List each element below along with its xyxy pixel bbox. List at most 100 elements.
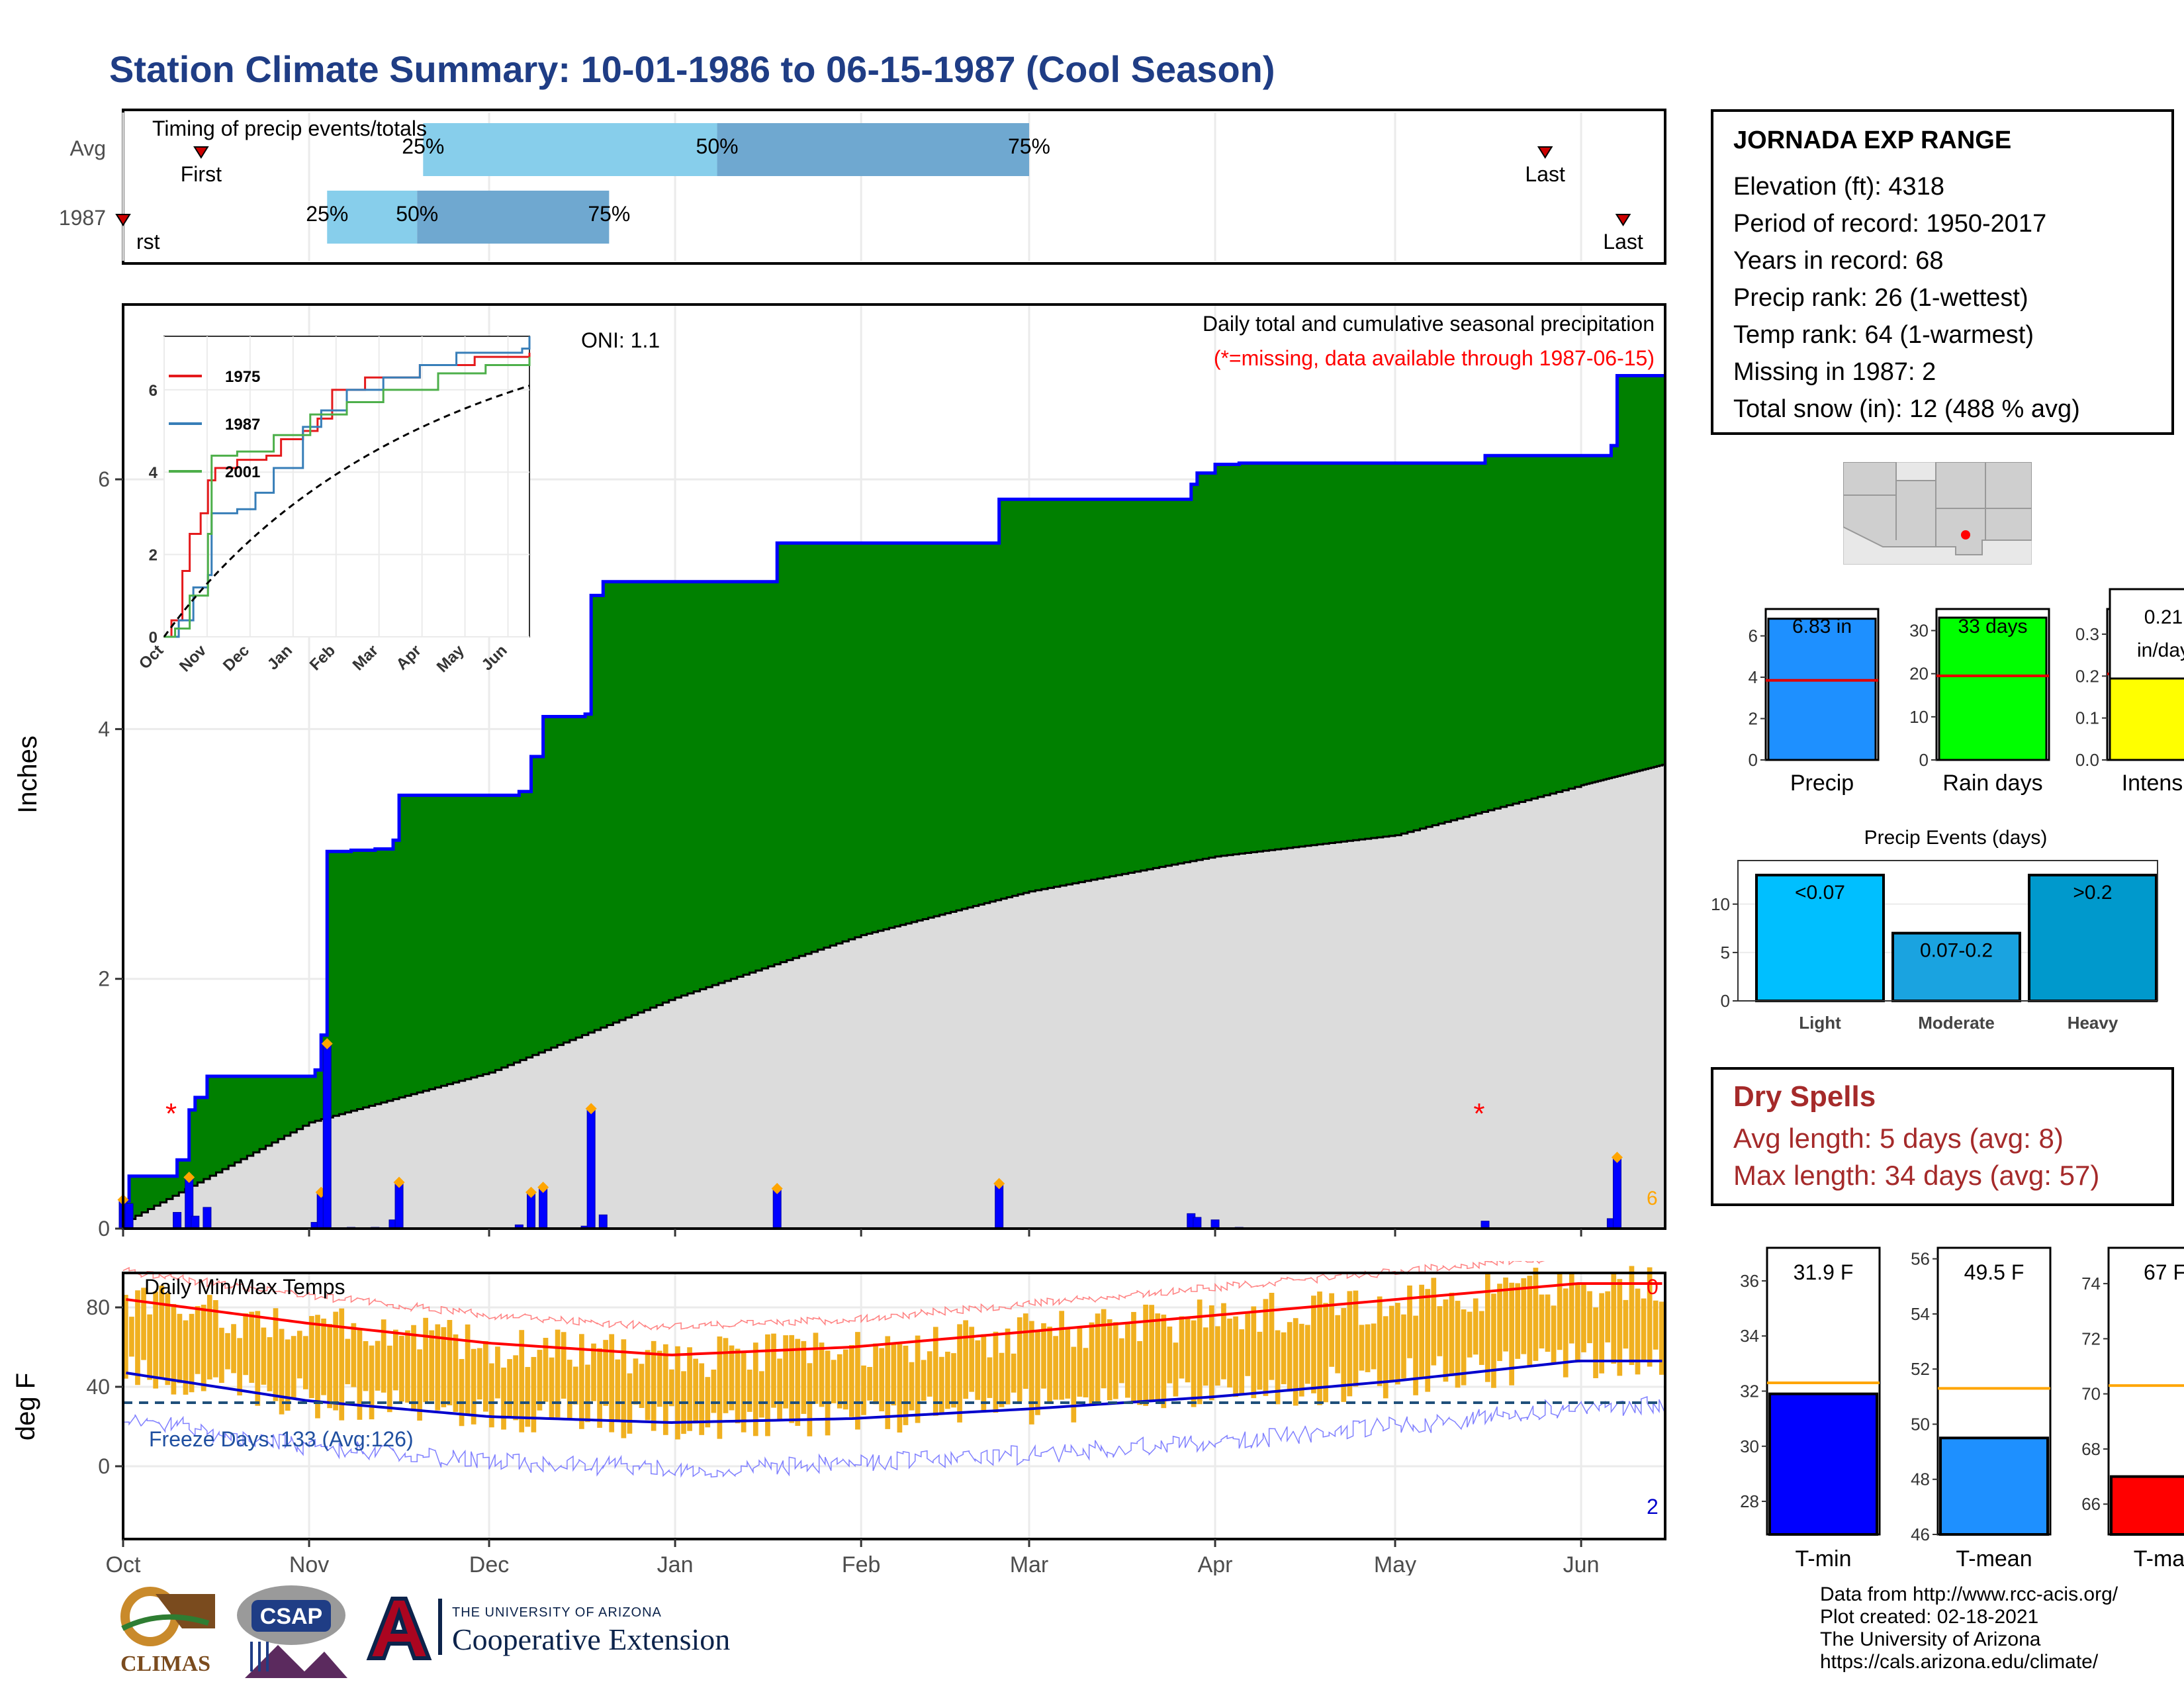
daily-temp-range-bar	[177, 1313, 183, 1383]
temp-summary-tick-label: 66	[2081, 1494, 2101, 1514]
daily-temp-range-bar	[375, 1340, 381, 1391]
daily-temp-range-bar	[771, 1333, 776, 1408]
daily-temp-range-bar	[1623, 1299, 1629, 1349]
temp-summary-bar	[2110, 1475, 2184, 1536]
timing-bar-50-75	[417, 191, 610, 244]
timing-label: Timing of precip events/totals	[152, 117, 427, 140]
daily-temp-range-bar	[1371, 1323, 1377, 1370]
daily-temp-range-bar	[1425, 1289, 1431, 1392]
daily-temp-range-bar	[1521, 1278, 1527, 1354]
timing-bar-25-50	[327, 191, 418, 244]
inset-ytick-label: 2	[149, 547, 158, 565]
daily-temp-range-bar	[1227, 1318, 1232, 1387]
daily-temp-range-bar	[489, 1363, 494, 1428]
daily-temp-range-bar	[957, 1324, 962, 1423]
event-bar-label: 0.07-0.2	[1920, 940, 1993, 962]
locator-map	[1843, 462, 2032, 565]
precip-ylabel: Inches	[13, 735, 42, 814]
daily-temp-range-bar	[1437, 1306, 1443, 1356]
temp-ytick-label: 0	[98, 1454, 110, 1478]
daily-temp-range-bar	[171, 1303, 177, 1395]
daily-precip-bar	[191, 1215, 200, 1229]
daily-precip-bar	[526, 1193, 535, 1229]
daily-temp-range-bar	[1131, 1311, 1136, 1403]
daily-temp-range-bar	[315, 1315, 320, 1419]
summary-tick-label: 30	[1909, 621, 1929, 641]
missing-note: (*=missing, data available through 1987-…	[1214, 346, 1655, 370]
footer-url: https://cals.arizona.edu/climate/	[1820, 1651, 2099, 1673]
inset-legend-label: 2001	[225, 463, 260, 481]
daily-precip-bar	[394, 1183, 404, 1229]
footer: Data from http://www.rcc-acis.org/ Plot …	[1820, 1583, 2118, 1673]
daily-temp-range-bar	[363, 1340, 369, 1391]
summary-tick-label: 0	[1919, 750, 1929, 770]
daily-temp-range-bar	[1419, 1284, 1424, 1379]
record-min-line	[122, 1396, 1666, 1478]
daily-temp-range-bar	[482, 1340, 488, 1412]
summary-tick-label: 0.1	[2075, 708, 2099, 728]
inset-legend-label: 1975	[225, 368, 260, 386]
daily-temp-range-bar	[1161, 1314, 1167, 1409]
daily-temp-range-bar	[206, 1295, 212, 1380]
summary-tick-label: 20	[1909, 664, 1929, 684]
daily-precip-bar	[1612, 1158, 1621, 1229]
station-missing: Missing in 1987: 2	[1733, 358, 1936, 386]
daily-temp-range-bar	[411, 1325, 416, 1411]
daily-temp-range-bar	[219, 1327, 224, 1383]
daily-temp-range-bar	[711, 1369, 717, 1413]
average-precip-area	[122, 763, 1666, 1230]
last-marker	[1537, 146, 1553, 159]
temp-summary-value-label: 31.9 F	[1794, 1260, 1854, 1284]
inset-plot-area: 0 2 4 6 Oct Nov Dec Jan Feb Mar Apr May Jun	[136, 336, 531, 676]
inset-xtick-label: Jan	[264, 641, 296, 673]
daily-temp-range-bar	[381, 1319, 387, 1393]
daily-temp-range-bar	[1455, 1301, 1461, 1388]
daily-temp-range-bar	[135, 1290, 140, 1385]
daily-temp-range-bar	[1467, 1311, 1473, 1358]
daily-temp-range-bar	[1215, 1326, 1220, 1386]
daily-temp-range-bar	[459, 1358, 465, 1427]
daily-temp-range-bar	[441, 1327, 447, 1407]
summary-tick-label: 2	[1749, 709, 1758, 729]
daily-temp-range-bar	[549, 1357, 555, 1418]
daily-temp-range-bar	[579, 1334, 584, 1429]
precip-ytick-label: 0	[98, 1217, 110, 1241]
daily-temp-range-bar	[153, 1291, 159, 1389]
event-bar	[2028, 873, 2158, 1003]
missing-marker: *	[1473, 1098, 1484, 1130]
daily-temp-range-bar	[1149, 1305, 1155, 1401]
daily-temp-range-bar	[1118, 1338, 1124, 1383]
event-bar-label: <0.07	[1795, 882, 1845, 904]
daily-temp-range-bar	[1359, 1325, 1365, 1371]
daily-temp-range-bar	[429, 1330, 435, 1401]
daily-temp-range-bar	[453, 1334, 459, 1412]
daily-temp-range-bar	[1491, 1293, 1496, 1388]
daily-temp-range-bar	[1569, 1272, 1574, 1344]
daily-temp-range-bar	[285, 1339, 291, 1411]
event-bar-label: >0.2	[2073, 882, 2112, 904]
daily-temp-range-bar	[1281, 1332, 1287, 1385]
daily-temp-range-bar	[261, 1327, 267, 1385]
daily-temp-range-bar	[813, 1333, 819, 1404]
timing-bars	[327, 123, 1029, 244]
daily-temp-range-bar	[1653, 1300, 1659, 1350]
daily-temp-range-bar	[267, 1337, 273, 1391]
daily-temp-range-bar	[1269, 1293, 1275, 1380]
daily-temp-range-bar	[296, 1331, 302, 1379]
daily-temp-range-bar	[392, 1329, 398, 1391]
missing-marker: *	[165, 1098, 177, 1130]
daily-temp-range-bar	[903, 1345, 909, 1425]
daily-temp-range-bar	[1539, 1294, 1545, 1349]
temp-ylabel: deg F	[11, 1373, 40, 1440]
station-temp-rank: Temp rank: 64 (1-warmest)	[1733, 321, 2034, 349]
x-tick-label: Feb	[842, 1552, 881, 1575]
daily-temp-range-bar	[627, 1373, 633, 1434]
summary-tick-label: 6	[1749, 626, 1758, 646]
footer-source: Data from http://www.rcc-acis.org/	[1820, 1583, 2118, 1605]
daily-temp-range-bar	[1557, 1273, 1563, 1350]
summary-tick-label: 0	[1749, 750, 1758, 770]
daily-temp-range-bar	[735, 1348, 741, 1424]
daily-temp-range-bar	[1479, 1311, 1484, 1365]
daily-temp-range-bar	[1035, 1329, 1040, 1415]
page-title: Station Climate Summary: 10-01-1986 to 0…	[109, 48, 1275, 90]
